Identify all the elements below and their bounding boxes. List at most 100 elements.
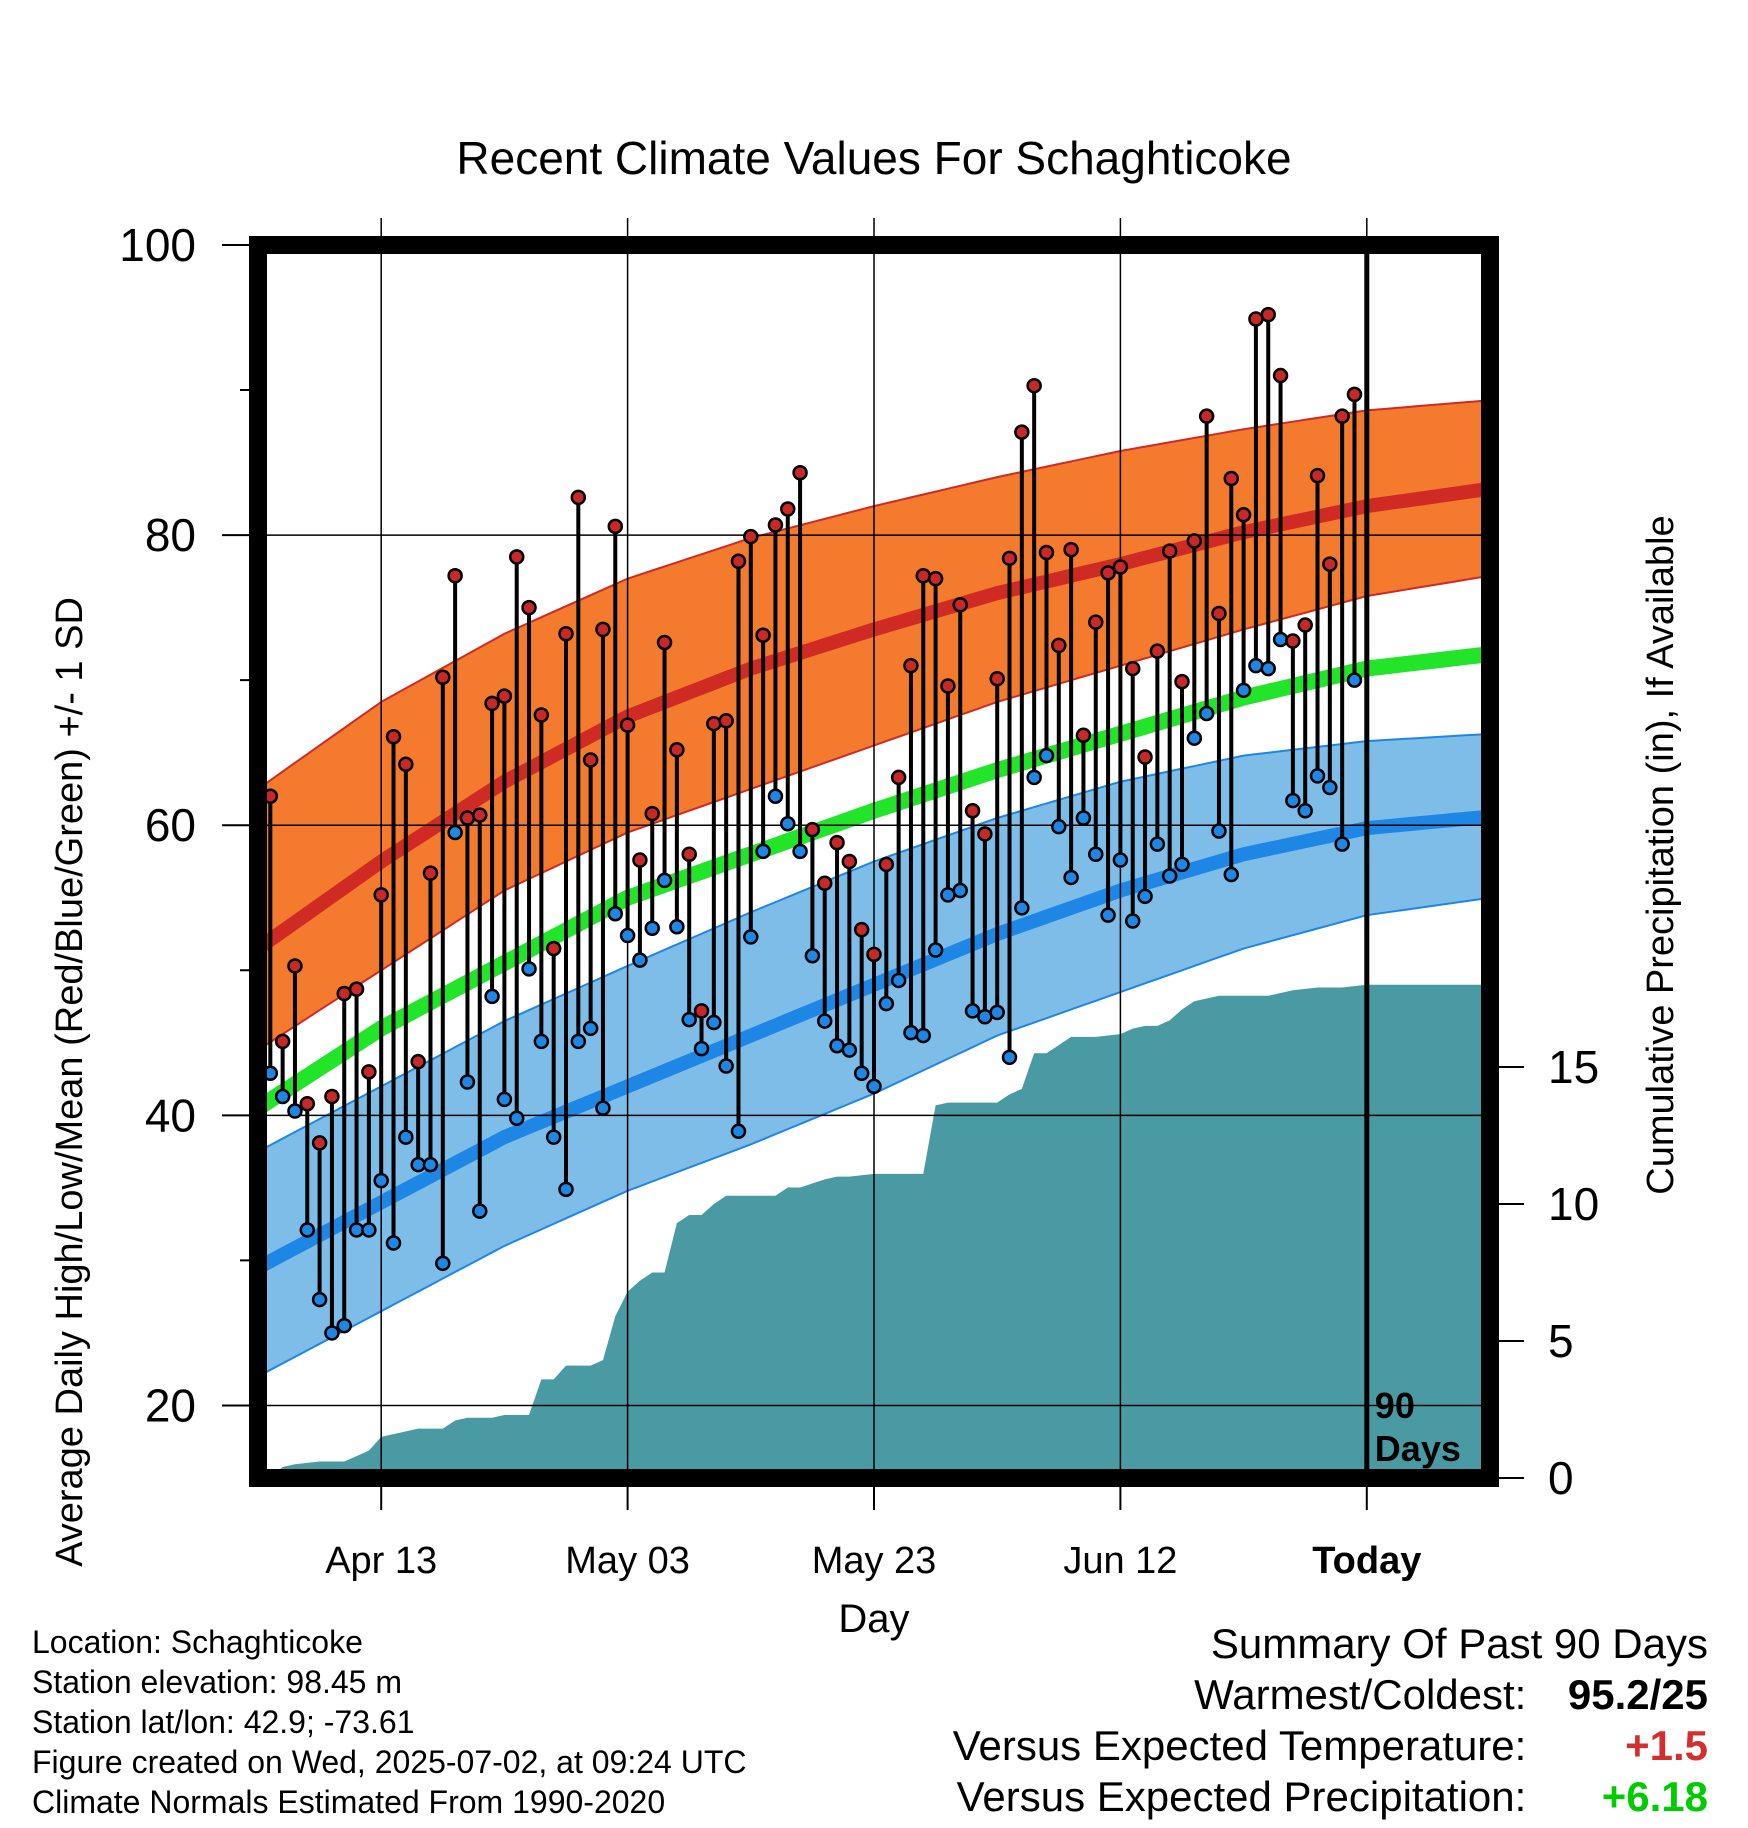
high-point: [866, 946, 882, 963]
low-point: [422, 1156, 439, 1173]
high-point: [459, 810, 476, 826]
low-point: [780, 816, 796, 832]
low-point: [1334, 836, 1350, 852]
high-point: [792, 464, 808, 481]
high-point: [952, 596, 968, 613]
low-point: [1309, 768, 1326, 784]
high-point: [1026, 377, 1042, 394]
low-point: [718, 1058, 734, 1074]
high-point: [1161, 543, 1178, 559]
low-point: [385, 1235, 402, 1251]
high-point: [1174, 673, 1190, 690]
low-point: [336, 1317, 352, 1334]
low-point: [545, 1129, 562, 1145]
low-point: [1075, 810, 1092, 826]
low-point: [348, 1222, 365, 1238]
high-point: [1223, 470, 1240, 487]
low-point: [619, 927, 636, 944]
low-point: [1014, 900, 1030, 916]
high-point: [521, 599, 537, 616]
low-point: [1272, 631, 1289, 648]
low-point: [940, 887, 956, 903]
low-point: [324, 1325, 340, 1341]
station-latlon: Station lat/lon: 42.9; -73.61: [32, 1704, 415, 1740]
high-point: [1038, 544, 1055, 561]
high-point: [1124, 660, 1141, 677]
high-point: [656, 634, 673, 651]
low-point: [410, 1156, 426, 1173]
high-point: [706, 715, 722, 732]
summary-title: Summary Of Past 90 Days: [1210, 1620, 1708, 1667]
low-point: [570, 1033, 587, 1050]
high-point: [890, 769, 907, 786]
chart-title: Recent Climate Values For Schaghticoke: [456, 132, 1291, 184]
high-point: [829, 834, 845, 851]
low-point: [1161, 868, 1178, 884]
low-point: [1001, 1049, 1018, 1066]
summary-precip-row: Versus Expected Precipitation: +6.18: [953, 1771, 1708, 1822]
high-point: [780, 501, 796, 517]
precip-label: Versus Expected Precipitation:: [956, 1773, 1527, 1820]
high-point: [977, 826, 993, 842]
low-point: [1322, 779, 1338, 796]
y2-tick-label: 5: [1548, 1315, 1574, 1367]
high-point: [903, 657, 919, 674]
high-point: [545, 940, 562, 957]
high-point: [1322, 556, 1338, 572]
high-point: [1075, 727, 1092, 744]
low-point: [533, 1033, 550, 1050]
high-point: [336, 985, 352, 1002]
high-point: [324, 1088, 340, 1105]
high-point: [311, 1135, 328, 1151]
low-point: [311, 1291, 328, 1308]
low-point: [989, 1004, 1005, 1021]
low-point: [361, 1222, 377, 1238]
summary-warmest-row: Warmest/Coldest: 95.2/25: [953, 1669, 1708, 1720]
low-point: [681, 1011, 697, 1028]
low-point: [1063, 869, 1079, 886]
low-point: [1211, 823, 1227, 839]
low-point: [1051, 818, 1067, 835]
low-point: [1088, 846, 1104, 862]
high-point: [348, 981, 365, 997]
high-point: [681, 846, 697, 862]
low-point: [274, 1088, 291, 1105]
high-point: [1334, 408, 1350, 424]
low-point: [1112, 852, 1129, 868]
high-point: [496, 688, 513, 704]
high-point: [878, 856, 895, 873]
station-elevation: Station elevation: 98.45 m: [32, 1664, 403, 1700]
low-point: [1100, 907, 1116, 923]
low-point: [1174, 856, 1190, 873]
high-point: [644, 805, 660, 822]
high-point: [1149, 643, 1166, 659]
high-point: [287, 958, 303, 974]
low-point: [1137, 888, 1153, 905]
y-tick-label: 20: [145, 1379, 196, 1431]
high-point: [804, 821, 821, 838]
high-point: [570, 489, 587, 506]
high-point: [1137, 749, 1153, 765]
high-point: [472, 807, 488, 823]
low-point: [632, 952, 648, 968]
low-point: [977, 1008, 993, 1025]
high-point: [853, 921, 870, 938]
high-point: [1088, 614, 1104, 630]
high-point: [632, 852, 648, 868]
low-point: [373, 1172, 389, 1189]
low-point: [558, 1181, 574, 1198]
high-point: [1297, 617, 1313, 633]
temp-label: Versus Expected Temperature:: [952, 1722, 1527, 1769]
low-point: [656, 872, 673, 889]
summary-panel: Summary Of Past 90 Days Warmest/Coldest:…: [953, 1618, 1708, 1822]
high-point: [767, 517, 784, 533]
high-point: [927, 570, 944, 587]
low-point: [1297, 802, 1313, 819]
low-point: [1198, 705, 1215, 722]
low-point: [1248, 657, 1264, 674]
high-point: [989, 670, 1005, 687]
low-point: [607, 905, 624, 922]
low-point: [1124, 913, 1141, 929]
low-point: [964, 1003, 981, 1019]
